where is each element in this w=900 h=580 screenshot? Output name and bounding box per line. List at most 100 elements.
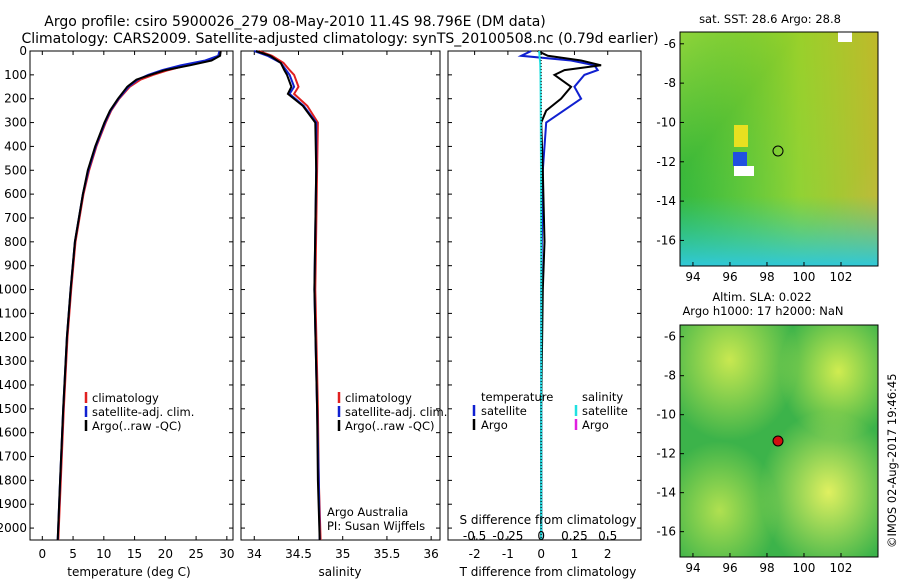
sla-argo-location-marker [772,435,784,447]
map-y-tick-label: -14 [656,486,676,500]
temperature-legend: climatology satellite-adj. clim. Argo(..… [84,391,194,433]
legend-label-climatology: climatology [345,391,412,405]
sla-map [679,324,879,558]
y-tick-label: 900 [4,259,27,273]
salinity-xlabel: salinity [318,565,361,579]
series-line-climatology [57,50,222,541]
series-line-satellite-adj-clim [56,50,221,541]
annotation-argo-australia: Argo Australia [327,505,408,519]
x-tick-label: 20 [158,547,173,561]
legend-label-satellite: satellite-adj. clim. [92,405,194,419]
salinity-panel [240,50,441,541]
y-tick-label: 200 [4,92,27,106]
x-tick-label: 30 [219,547,234,561]
s-tick-label: 0.25 [561,529,588,543]
legend-label-s-argo: Argo [582,418,609,432]
legend-title-salinity: salinity [582,390,623,404]
map-y-tick-label: -10 [656,115,676,129]
difference-chart: -2 -1 0 1 2 -0.5 -0.25 0 0.25 0.5 [448,50,641,561]
x-tick-label: 15 [127,547,142,561]
x-tick-label: 25 [188,547,203,561]
x-tick-label: 34.5 [285,547,312,561]
salinity-chart: 34 34.5 35 35.5 36 [241,50,440,561]
series-line-argo-raw-qc [56,50,222,541]
sst-map-frame [679,31,879,267]
s-tick-label: 0.5 [598,529,617,543]
sst-cold-patch [733,152,747,166]
y-tick-label: 800 [4,235,27,249]
y-tick-label: 400 [4,139,27,153]
sst-missing-data-top [838,32,852,42]
sla-map-title-2: Argo h1000: 17 h2000: NaN [682,304,843,318]
map-x-tick-label: 96 [722,561,737,575]
y-tick-label: 100 [4,68,27,82]
x-tick-label: 1 [571,547,579,561]
sst-warm-patch [734,125,748,147]
sst-cool-region [680,32,878,266]
x-tick-label: 35 [335,547,350,561]
salinity-legend: climatology satellite-adj. clim. Argo(..… [337,391,447,433]
map-y-tick-label: -16 [656,233,676,247]
map-x-tick-label: 100 [793,270,816,284]
difference-xlabel: T difference from climatology [459,565,637,579]
legend-label-t-argo: Argo [481,418,508,432]
sla-map-axes: 94 96 98 100 102 -6 -8 -10 -12 -14 -16 [656,330,852,575]
temperature-panel [29,50,234,541]
y-tick-label: 1200 [0,330,27,344]
annotation-pi: PI: Susan Wijffels [327,519,425,533]
s-tick-label: -0.5 [463,529,486,543]
y-tick-label: 1400 [0,378,27,392]
map-x-tick-label: 96 [722,270,737,284]
sla-map-title-1: Altim. SLA: 0.022 [712,290,811,304]
series-line-satellite-adj-clim [253,50,321,541]
sst-map-axes: 94 96 98 100 102 -6 -8 -10 -12 -14 -16 [656,37,852,284]
series-line-t-argo [537,50,602,540]
y-tick-label: 1500 [0,402,27,416]
series-line-climatology [258,50,322,541]
copyright-timestamp: ©IMOS 02-Aug-2017 19:46:45 [885,373,899,548]
map-y-tick-label: -12 [656,155,676,169]
x-tick-label: 0 [537,547,545,561]
y-tick-label: 1700 [0,450,27,464]
legend-label-satellite: satellite-adj. clim. [345,405,447,419]
y-tick-label: 1000 [0,283,27,297]
x-tick-label: 34 [247,547,262,561]
map-y-tick-label: -14 [656,194,676,208]
map-y-tick-label: -12 [656,447,676,461]
s-tick-label: 0 [537,529,545,543]
map-x-tick-label: 94 [685,561,700,575]
difference-legend-temperature: temperature satellite Argo [472,390,553,432]
y-tick-label: 1100 [0,306,27,320]
map-x-tick-label: 98 [759,561,774,575]
y-tick-label: 700 [4,211,27,225]
x-tick-label: 36 [424,547,439,561]
y-tick-label: 1800 [0,473,27,487]
x-tick-label: 0 [38,547,46,561]
y-tick-label: 600 [4,187,27,201]
y-tick-label: 1600 [0,426,27,440]
sla-map-frame [679,324,879,558]
series-line-argo-raw-qc [255,50,321,541]
x-tick-label: 10 [96,547,111,561]
legend-label-s-satellite: satellite [582,404,628,418]
series-line-s-satellite [538,50,543,540]
x-tick-label: 5 [69,547,77,561]
temperature-xlabel: temperature (deg C) [67,565,190,579]
map-y-tick-label: -6 [664,37,676,51]
title-line-1: Argo profile: csiro 5900026_279 08-May-2… [44,14,546,30]
y-tick-label: 2000 [0,521,27,535]
s-tick-label: -0.25 [492,529,523,543]
sst-missing-data [734,166,754,176]
map-x-tick-label: 98 [759,270,774,284]
y-tick-label: 1300 [0,354,27,368]
map-x-tick-label: 100 [793,561,816,575]
temperature-chart: 0 5 10 15 20 25 300100200300400500600700800900… [0,44,234,561]
legend-label-climatology: climatology [92,391,159,405]
map-y-tick-label: -6 [664,330,676,344]
y-tick-label: 0 [19,44,27,58]
x-tick-label: -1 [502,547,514,561]
legend-label-t-satellite: satellite [481,404,527,418]
series-line-t-satellite [517,50,600,540]
y-tick-label: 500 [4,163,27,177]
